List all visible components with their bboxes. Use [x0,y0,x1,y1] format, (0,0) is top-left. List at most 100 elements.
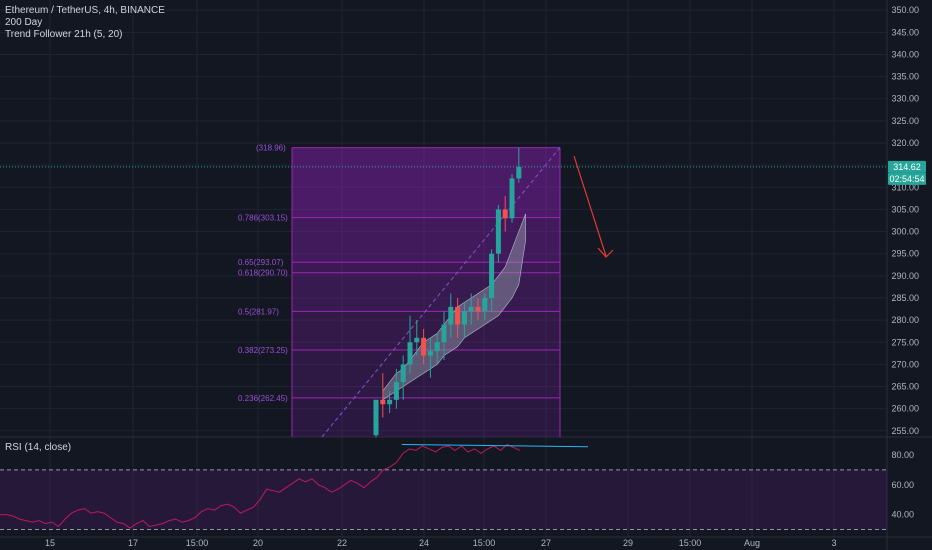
price-tick-label: 260.00 [891,404,919,414]
candle-body [448,306,454,325]
candle [421,328,427,365]
candle [468,293,474,325]
candle-body [373,399,379,436]
price-axis[interactable]: 350.00 345.00 340.00 335.00 330.00 325.00 320.… [888,5,926,520]
countdown-bg [888,172,926,185]
candle [427,337,433,378]
time-axis[interactable]: 15 17 15:00 20 22 24 15:00 27 29 15:00 Aug 3 [45,538,837,548]
time-tick-label: 24 [419,538,429,548]
candle [509,174,515,223]
candle-body [421,337,427,356]
candle-body [434,342,440,352]
current-price-badge: 314.62 02:54:54 [888,160,926,185]
rsi-pane[interactable] [0,443,887,531]
forecast-arrow-head [597,247,614,258]
price-tick-label: 285.00 [891,293,919,303]
candle [393,368,399,409]
candle [461,302,467,338]
price-tick-label: 295.00 [891,249,919,259]
candlestick-series [373,147,522,438]
candle-body [414,337,420,343]
annotations [0,155,887,258]
candle [482,293,488,321]
fibonacci-retracement[interactable]: (318.96) 0.786(303.15) 0.65(293.07) 0.618(2… [238,144,561,438]
symbol-title: Ethereum / TetherUS, 4h, BINANCE [5,5,165,16]
price-tick-label: 325.00 [891,116,919,126]
candle [373,399,379,438]
time-tick-label: 20 [253,538,263,548]
rsi-tick-label: 80.00 [891,450,914,460]
current-price-bg [888,160,926,173]
time-tick-label: 15:00 [473,538,496,548]
indicator-trend-follower[interactable]: Trend Follower 21h (5, 20) [5,29,123,40]
candle-body [468,306,474,312]
price-tick-label: 335.00 [891,72,919,82]
candle-body [400,364,406,383]
candle [434,333,440,365]
fib-band [292,349,560,398]
countdown-value: 02:54:54 [889,174,924,184]
time-tick-label: 27 [541,538,551,548]
fib-band [292,262,560,273]
trend-follower-area [382,213,526,401]
time-tick-label: 15 [45,538,55,548]
candle [387,390,393,414]
candle-body [461,311,467,325]
candle [380,373,386,418]
fib-level-label: 0.5(281.97) [238,307,279,316]
candle-body [393,382,399,400]
fib-level-label: (318.96) [256,144,286,153]
price-tick-label: 300.00 [891,227,919,237]
candle [441,311,447,360]
candle-body [407,342,413,365]
rsi-tick-label: 60.00 [891,480,914,490]
time-tick-label: 15:00 [679,538,702,548]
rsi-divergence-line [401,443,589,448]
candle-body [475,306,481,312]
candle [400,355,406,400]
indicator-200-day[interactable]: 200 Day [5,17,43,28]
candle [455,297,461,338]
price-tick-label: 310.00 [891,182,919,192]
price-tick-label: 290.00 [891,271,919,281]
candle [489,249,495,312]
fib-level-label: 0.382(273.25) [238,346,288,355]
fib-level-label: 0.236(262.45) [238,394,288,403]
price-tick-label: 320.00 [891,138,919,148]
candle-body [441,324,447,343]
candle [502,196,508,232]
time-tick-label: 29 [623,538,633,548]
current-price-value: 314.62 [893,162,921,172]
time-tick-label: 22 [337,538,347,548]
candle-body [482,297,488,312]
candle-body [455,306,461,325]
time-tick-label: 17 [128,538,138,548]
candle-body [387,399,393,405]
fib-level-label: 0.65(293.07) [238,258,284,267]
rsi-band [0,469,887,530]
candle [448,293,454,338]
candle-body [489,253,495,298]
time-tick-label: 3 [831,538,836,548]
rsi-line [0,443,521,529]
price-tick-label: 270.00 [891,359,919,369]
price-tick-label: 345.00 [891,27,919,37]
candle-body [509,178,515,219]
candle [475,297,481,321]
candle-body [516,166,522,179]
price-tick-label: 330.00 [891,94,919,104]
trend-follower-band [382,213,526,401]
time-tick-label: Aug [744,538,760,548]
fib-level-label: 0.786(303.15) [238,214,288,223]
time-tick-label: 15:00 [186,538,209,548]
price-tick-label: 265.00 [891,382,919,392]
price-tick-label: 350.00 [891,5,919,15]
rsi-label[interactable]: RSI (14, close) [5,442,72,453]
price-tick-label: 275.00 [891,337,919,347]
forecast-arrow-shaft [573,155,607,257]
fib-band [292,147,560,218]
price-tick-label: 305.00 [891,204,919,214]
candle [407,315,413,374]
